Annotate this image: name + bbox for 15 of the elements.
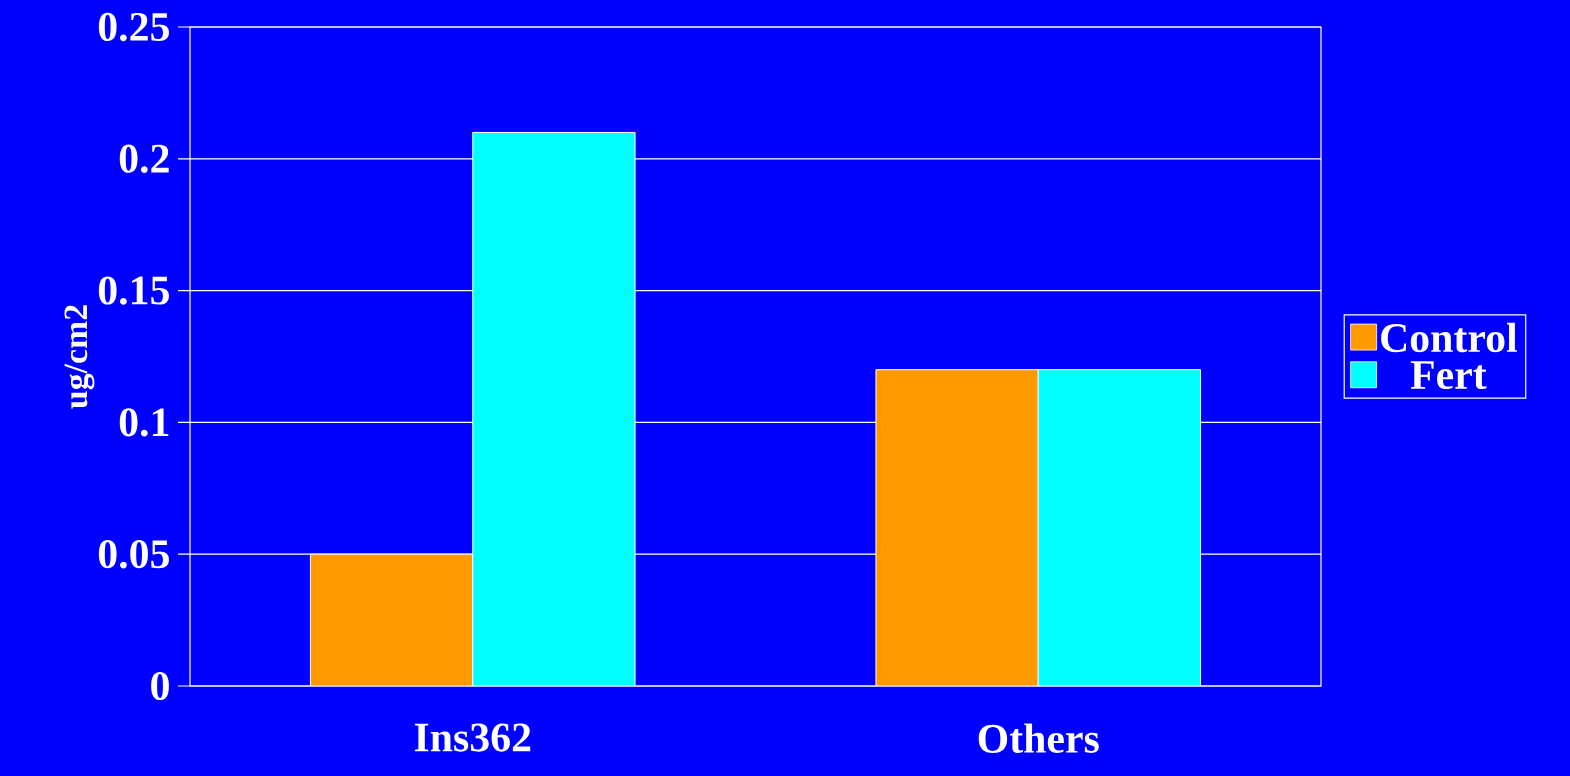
y-tick-label: 0 <box>151 671 169 701</box>
bar <box>875 369 1039 686</box>
bar <box>472 131 636 686</box>
y-tick-label: 0.1 <box>119 408 169 437</box>
y-tick-label: 0.05 <box>98 539 169 569</box>
bar <box>309 553 474 686</box>
bar <box>1037 369 1202 686</box>
y-tick-label: 0.2 <box>119 144 169 174</box>
x-tick-label: Ins362 <box>414 723 531 752</box>
legend-label: Control <box>1381 322 1517 353</box>
x-tick-label: Others <box>978 723 1099 753</box>
y-tick-label: 0.15 <box>98 276 169 305</box>
legend-label: Fert <box>1410 361 1487 390</box>
y-tick-label: 0.25 <box>98 12 169 42</box>
y-axis-title: ug/cm2 <box>64 305 95 409</box>
